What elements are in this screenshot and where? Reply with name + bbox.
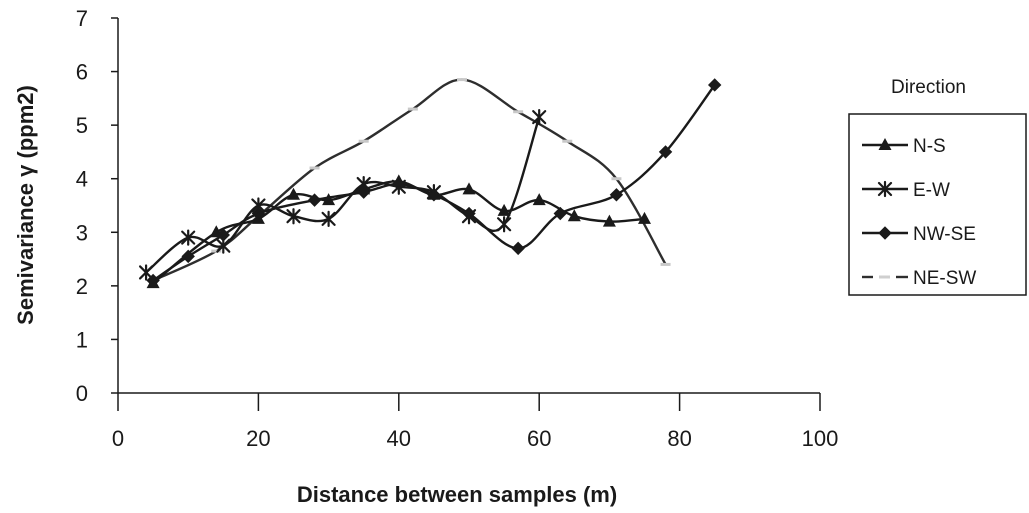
asterisk-marker <box>181 229 196 246</box>
triangle-marker <box>532 193 546 206</box>
legend-entry-n-s: N-S <box>862 136 946 157</box>
asterisk-marker <box>321 210 336 227</box>
x-tick-label: 40 <box>387 426 411 451</box>
legend-title: Direction <box>891 77 966 98</box>
triangle-marker <box>567 209 581 222</box>
triangle-marker <box>427 187 441 200</box>
y-tick-label: 3 <box>76 220 88 245</box>
legend-label: E-W <box>913 180 950 201</box>
asterisk-marker <box>532 109 547 126</box>
triangle-marker <box>322 193 336 206</box>
x-tick-label: 20 <box>246 426 270 451</box>
y-tick-label: 2 <box>76 274 88 299</box>
triangle-marker <box>602 214 616 227</box>
diamond-marker <box>878 226 892 240</box>
legend-entry-e-w: E-W <box>862 180 950 201</box>
asterisk-marker <box>461 208 477 225</box>
x-tick-label: 0 <box>112 426 124 451</box>
x-tick-label: 80 <box>667 426 691 451</box>
y-tick-label: 1 <box>76 327 88 352</box>
diamond-marker <box>609 188 624 202</box>
x-tick-label: 60 <box>527 426 551 451</box>
triangle-marker <box>462 182 476 195</box>
x-tick-label: 100 <box>802 426 839 451</box>
asterisk-marker <box>251 197 266 214</box>
diamond-marker <box>658 145 673 159</box>
diamond-marker <box>181 249 195 264</box>
series-lines <box>138 78 722 289</box>
triangle-marker <box>146 276 160 289</box>
y-tick-label: 5 <box>76 113 88 138</box>
legend-label: NW-SE <box>913 224 976 245</box>
triangle-marker <box>638 211 651 224</box>
asterisk-marker <box>138 264 154 281</box>
y-axis-title: Semivariance γ (ppm2) <box>13 85 38 325</box>
legend-label: NE-SW <box>913 268 976 289</box>
y-tick-label: 6 <box>76 60 88 85</box>
asterisk-marker <box>216 237 231 254</box>
y-tick-label: 4 <box>76 167 88 192</box>
legend-label: N-S <box>913 136 946 157</box>
y-tick-label: 0 <box>76 381 88 406</box>
asterisk-marker <box>877 180 893 198</box>
series-n-s <box>146 174 651 289</box>
diamond-marker <box>707 78 722 92</box>
asterisk-marker <box>497 216 512 233</box>
triangle-marker <box>392 174 406 187</box>
triangle-marker <box>251 211 265 224</box>
diamond-marker <box>511 241 525 256</box>
series-line <box>152 84 716 282</box>
triangle-marker <box>357 182 371 195</box>
legend-entry-nw-se: NW-SE <box>862 224 976 245</box>
axes: 0 1 2 3 4 5 6 7 0 20 40 60 80 100 <box>76 6 839 451</box>
triangle-marker <box>878 138 892 150</box>
y-tick-label: 7 <box>76 6 88 31</box>
triangle-marker <box>497 203 511 216</box>
asterisk-marker <box>286 208 301 225</box>
legend-entry-ne-sw: NE-SW <box>862 268 976 289</box>
legend: Direction N-S E-W NW-SE NE-SW <box>848 77 1027 296</box>
series-nw-se <box>146 78 722 288</box>
x-axis-title: Distance between samples (m) <box>297 482 617 507</box>
triangle-marker <box>287 187 300 200</box>
triangle-marker <box>209 225 223 238</box>
